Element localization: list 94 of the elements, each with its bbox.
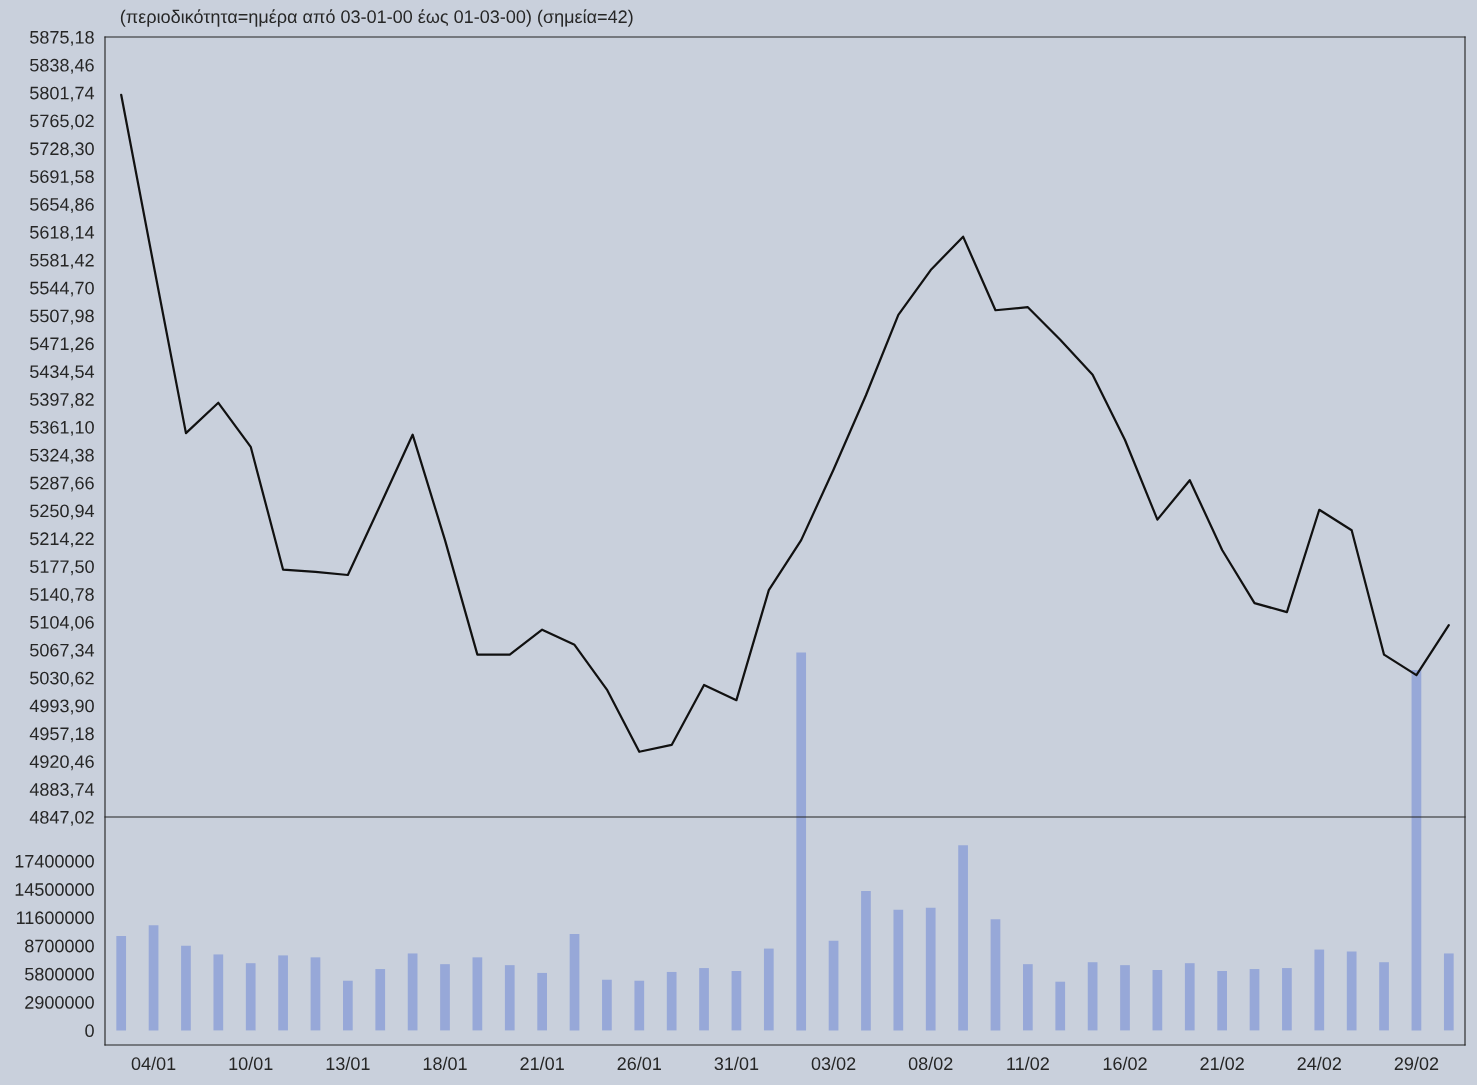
y-tick-label: 5875,18: [30, 30, 94, 46]
bar: [278, 955, 288, 1031]
x-tick-label: 21/01: [520, 1056, 564, 1071]
bar: [893, 909, 904, 1031]
x-tick-label: 03/02: [811, 1056, 856, 1071]
bar: [310, 957, 321, 1031]
bar: [1379, 962, 1389, 1031]
bar: [407, 953, 418, 1031]
y-tick-label: 5140,78: [30, 588, 94, 603]
y-tick-label: 5434,54: [30, 365, 95, 381]
bar: [699, 968, 709, 1031]
x-tick-label: 24/02: [1297, 1056, 1341, 1071]
x-tick-label: 16/02: [1103, 1056, 1147, 1071]
y-tick-label: 5581,42: [30, 253, 94, 269]
bar: [925, 907, 936, 1031]
bar: [1249, 969, 1260, 1031]
bar: [1443, 953, 1454, 1031]
y-tick-label: 5801,74: [30, 86, 95, 102]
y-tick-label: 5471,26: [30, 337, 94, 353]
y-tick-label: 5765,02: [30, 114, 94, 130]
y-tick-label: 4847,02: [29, 810, 94, 826]
x-tick-label: 10/01: [229, 1056, 273, 1071]
bar: [861, 891, 871, 1031]
x-tick-label: 11/02: [1007, 1056, 1049, 1071]
bar: [213, 954, 224, 1031]
x-tick-label: 08/02: [908, 1056, 953, 1071]
y-tick-label: 5397,82: [30, 393, 94, 408]
y-tick-label: 14500000: [15, 883, 94, 896]
bar: [1055, 981, 1066, 1031]
bar: [731, 970, 742, 1031]
y-tick-label: 5214,22: [30, 532, 94, 548]
bar: [1184, 963, 1195, 1031]
bar: [1217, 970, 1227, 1031]
bar: [375, 969, 386, 1031]
y-tick-label: 5177,50: [30, 560, 94, 576]
bar: [958, 845, 968, 1031]
bar: [666, 971, 677, 1031]
y-tick-label: 11600000: [16, 911, 94, 925]
y-tick-label: 5691,58: [30, 170, 94, 186]
bar: [181, 945, 191, 1031]
bar: [537, 972, 547, 1031]
bar: [1023, 964, 1033, 1031]
y-tick-label: 5544,70: [30, 281, 94, 297]
x-tick-label: 04/01: [131, 1056, 176, 1071]
y-tick-label: 5800000: [25, 967, 94, 981]
x-tick-label: 13/01: [326, 1056, 370, 1071]
y-tick-label: 5067,34: [30, 643, 95, 659]
bar: [569, 933, 580, 1031]
line-series: [120, 93, 1450, 753]
bar: [1346, 951, 1357, 1031]
y-tick-label: 5104,06: [30, 615, 94, 631]
bar: [1087, 962, 1098, 1031]
y-tick-label: 5838,46: [30, 58, 94, 74]
x-tick-label: 26/01: [617, 1056, 661, 1071]
bar: [634, 980, 645, 1031]
y-tick-label: 8700000: [25, 939, 94, 953]
bar: [990, 919, 1001, 1031]
y-tick-label: 4920,46: [29, 755, 94, 771]
y-tick-label: 5728,30: [30, 142, 94, 158]
x-tick-label: 21/02: [1200, 1056, 1244, 1071]
bar: [1120, 965, 1130, 1031]
bar: [602, 979, 612, 1031]
y-tick-label: 17400000: [15, 854, 94, 868]
x-tick-label: 29/02: [1394, 1056, 1439, 1071]
y-tick-label: 4883,74: [29, 783, 95, 798]
y-tick-label: 4993,90: [29, 699, 94, 715]
y-tick-label: 0: [85, 1024, 94, 1038]
y-tick-label: 5324,38: [30, 448, 94, 464]
bar: [472, 957, 483, 1031]
y-tick-label: 5361,10: [30, 420, 94, 436]
y-tick-label: 5654,86: [30, 198, 94, 213]
bar: [148, 925, 159, 1031]
bar: [1411, 670, 1422, 1031]
bar: [1314, 949, 1325, 1031]
chart-title: (περιοδικότητα=ημέρα από 03-01-00 έως 01-03-00) (σημεία=42): [120, 9, 633, 27]
bar: [116, 935, 127, 1031]
bar: [245, 963, 256, 1031]
x-tick-label: 31/01: [714, 1056, 759, 1071]
bar: [1152, 970, 1163, 1031]
bar: [828, 940, 839, 1031]
bar: [1282, 968, 1292, 1031]
bar: [343, 980, 353, 1031]
x-tick-label: 18/01: [423, 1056, 467, 1071]
y-tick-label: 4957,18: [29, 727, 94, 743]
y-tick-label: 2900000: [25, 996, 94, 1009]
y-tick-label: 5618,14: [30, 225, 95, 241]
bar: [440, 964, 450, 1031]
bar: [504, 965, 515, 1031]
y-tick-label: 5507,98: [30, 309, 94, 325]
y-tick-label: 5287,66: [30, 476, 94, 492]
bar: [796, 652, 807, 1031]
y-tick-label: 5250,94: [30, 504, 95, 520]
y-tick-label: 5030,62: [30, 671, 94, 687]
bar: [763, 948, 774, 1031]
